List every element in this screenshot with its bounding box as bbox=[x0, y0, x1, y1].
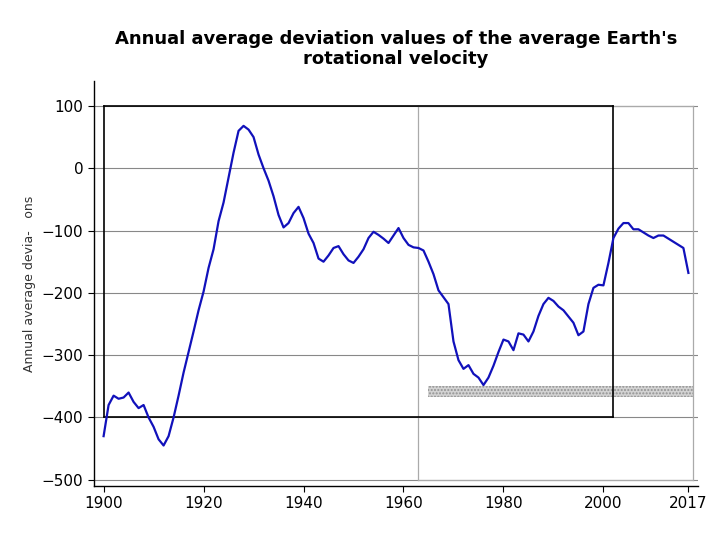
Bar bbox=[428, 386, 693, 397]
Y-axis label: Annual average devia- ons: Annual average devia- ons bbox=[23, 195, 36, 372]
Title: Annual average deviation values of the average Earth's
rotational velocity: Annual average deviation values of the a… bbox=[114, 30, 678, 69]
